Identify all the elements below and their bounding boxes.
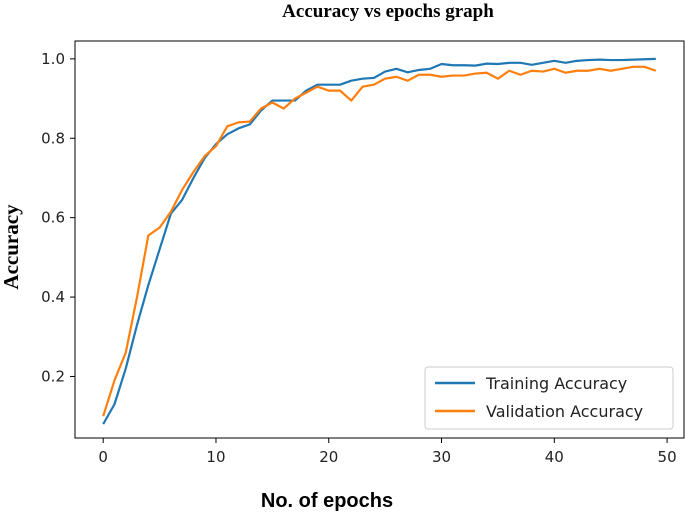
x-tick-label: 50 xyxy=(658,448,677,466)
plot-area-frame xyxy=(74,40,685,439)
series-layer xyxy=(102,57,657,425)
ticks-layer: 0 10 20 30 40 50 0.2 0.4 0.6 0.8 1.0 xyxy=(41,50,676,466)
series-line-validation-accuracy xyxy=(102,65,657,417)
x-tick-label: 40 xyxy=(545,448,564,466)
legend-label-training: Training Accuracy xyxy=(485,374,627,393)
legend: Training Accuracy Validation Accuracy xyxy=(424,366,674,430)
y-axis-label: Accuracy xyxy=(0,204,23,290)
y-tick-label: 0.2 xyxy=(41,367,65,385)
chart-title: Accuracy vs epochs graph xyxy=(282,1,494,22)
legend-box xyxy=(424,366,674,430)
legend-label-validation: Validation Accuracy xyxy=(486,402,643,421)
y-tick-label: 0.6 xyxy=(41,209,65,227)
series-line-training-accuracy xyxy=(102,57,656,425)
y-tick-label: 1.0 xyxy=(41,50,65,68)
x-tick-label: 20 xyxy=(319,448,338,466)
x-axis-label: No. of epochs xyxy=(261,490,393,512)
x-tick-label: 0 xyxy=(98,448,108,466)
y-tick-label: 0.8 xyxy=(41,129,65,147)
x-tick-label: 30 xyxy=(432,448,451,466)
x-tick-label: 10 xyxy=(206,448,225,466)
y-tick-label: 0.4 xyxy=(41,288,65,306)
